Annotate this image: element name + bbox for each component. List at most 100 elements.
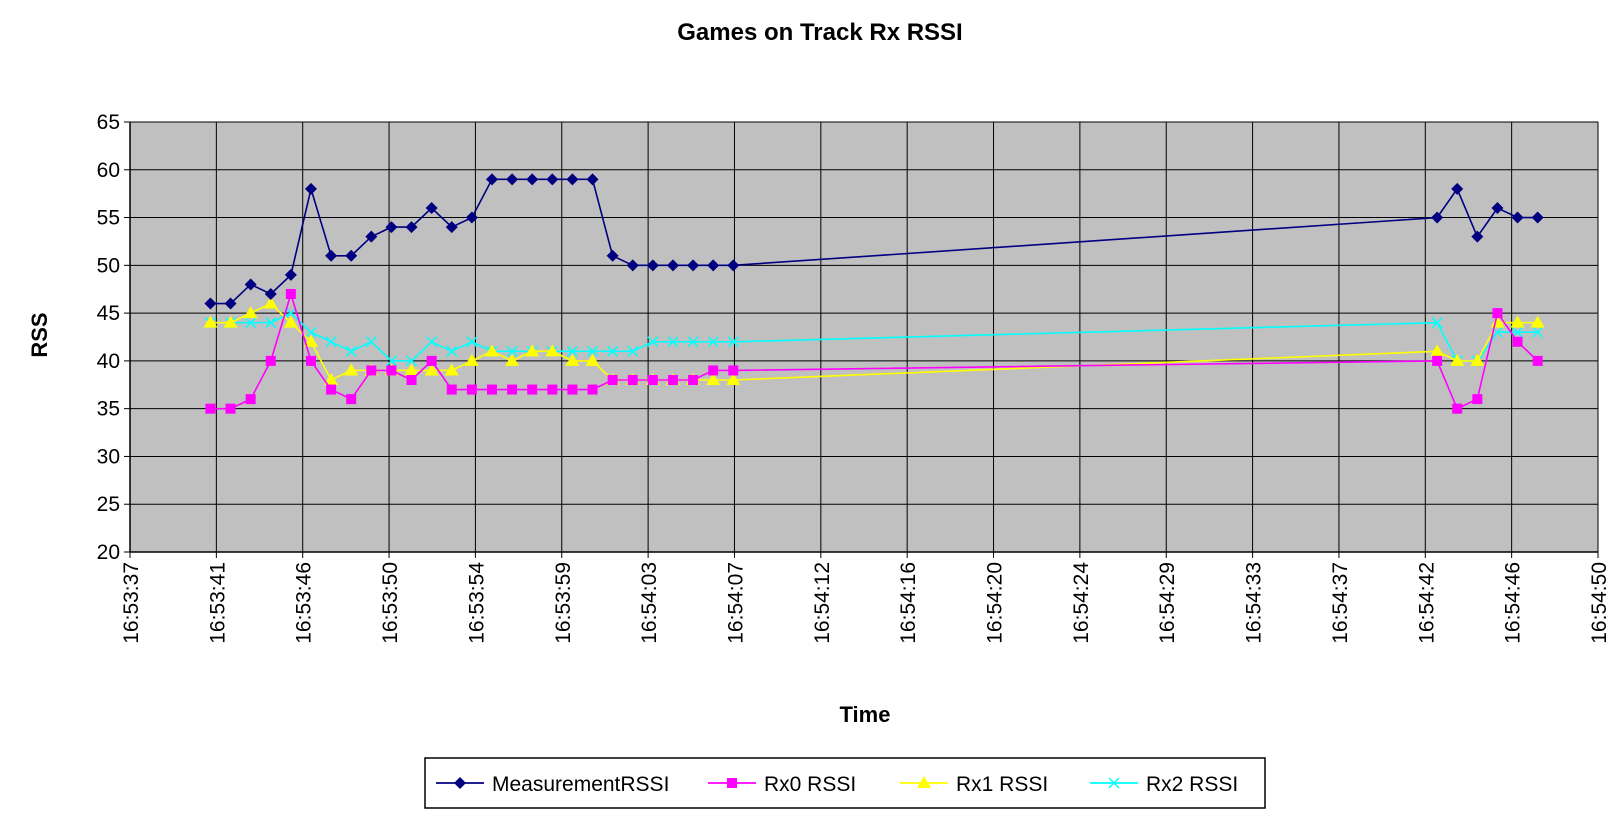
data-point [345,249,358,262]
series-measurementrssi [204,173,1544,310]
x-tick-label: 16:54:03 [638,562,661,644]
y-tick-label: 45 [97,302,120,325]
data-point [406,375,417,385]
marker-stroke [245,317,257,329]
data-point [547,384,558,395]
data-point [627,375,638,385]
data-point [325,336,337,348]
x-tick-label: 16:54:42 [1415,562,1438,644]
marker-stroke [406,355,418,367]
data-point [344,363,359,376]
data-point [1532,326,1544,338]
data-point [587,384,598,395]
data-point [626,259,639,272]
data-point [607,345,619,357]
data-point [406,355,418,367]
data-point [365,336,377,348]
data-point [345,345,357,357]
data-point [1431,317,1443,329]
data-point [465,211,478,224]
data-point [728,365,739,376]
x-tick-label: 16:54:12 [811,562,834,644]
x-tick-label: 16:53:54 [465,562,488,644]
x-tick-label: 16:53:37 [120,562,143,644]
y-tick-label: 30 [97,445,120,468]
y-tick-label: 65 [97,111,120,134]
data-point [305,326,317,338]
data-point [506,173,519,186]
marker-stroke [1532,326,1544,338]
data-point [586,345,599,357]
data-point [265,317,277,329]
data-point [244,278,257,291]
marker-stroke [687,336,699,348]
data-point [485,173,498,186]
data-point [243,306,258,319]
data-point [1490,315,1505,328]
x-axis-ticks: 16:53:37 16:53:41 16:53:46 16:53:50 16:53:54… [120,552,1611,644]
data-point [263,296,278,309]
data-point [567,384,578,395]
x-tick-label: 16:54:20 [984,562,1007,644]
data-point [1492,308,1503,319]
x-tick-label: 16:54:46 [1502,562,1525,644]
data-point [607,375,618,385]
data-point [546,173,559,186]
data-point [385,221,398,234]
legend-swatch-marker [917,776,931,788]
data-point [283,315,298,328]
data-point [203,315,218,328]
data-point [326,384,337,395]
data-point [426,336,438,348]
data-point [444,363,459,376]
data-point [1471,230,1484,243]
data-point [505,353,520,366]
data-point [526,173,539,186]
data-point [1530,315,1545,328]
x-tick-label: 16:53:59 [552,562,575,644]
data-point [667,375,678,385]
marker-stroke [285,307,297,319]
x-tick-label: 16:54:16 [897,562,920,644]
data-point [425,202,438,214]
legend-swatch-marker [1108,777,1120,789]
data-point [284,268,297,281]
marker-stroke [1108,777,1120,789]
data-point [386,365,397,376]
data-point [305,355,316,366]
data-point [424,363,439,376]
data-point [1430,344,1445,357]
data-point [688,375,699,385]
data-point [1432,355,1443,366]
data-point [707,259,720,272]
data-point [627,345,639,357]
marker-stroke [345,345,357,357]
marker-stroke [1491,326,1503,338]
legend-item-measurementrssi: MeasurementRSSI [436,773,669,796]
y-tick-label: 55 [97,207,120,230]
marker-stroke [265,317,277,329]
data-point [304,182,317,195]
marker-stroke [305,326,317,338]
data-point [466,336,478,348]
marker-stroke [647,336,659,348]
x-tick-label: 16:54:29 [1156,562,1179,644]
series-rx0-rssi [205,289,1543,414]
data-point [527,384,538,395]
data-point [706,373,721,385]
legend-item-rx1-rssi: Rx1 RSSI [900,773,1048,796]
data-point [1491,202,1504,214]
legend-label: Rx2 RSSI [1146,773,1238,796]
x-axis-title: Time [840,702,891,727]
data-point [366,365,377,376]
data-point [727,336,739,348]
data-point [1451,182,1464,195]
data-point [647,375,658,385]
data-point [667,336,679,348]
data-point [445,221,458,234]
data-point [224,297,237,310]
marker-stroke [627,345,639,357]
y-tick-label: 60 [97,159,120,182]
legend-label: Rx1 RSSI [956,773,1048,796]
